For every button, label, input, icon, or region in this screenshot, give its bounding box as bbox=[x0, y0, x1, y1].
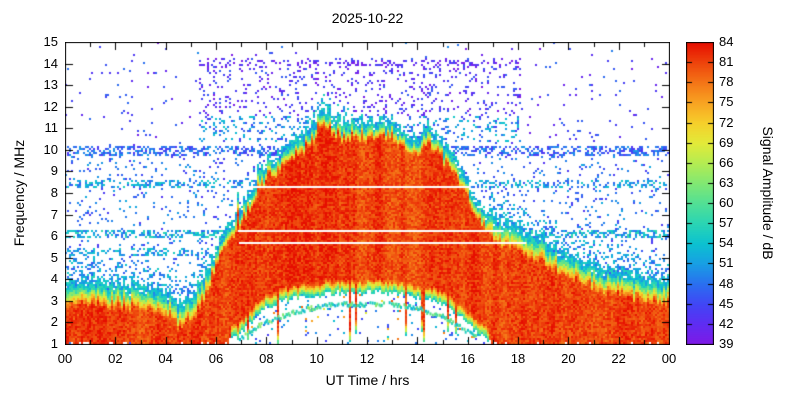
colorbar bbox=[686, 42, 714, 345]
x-tick-label: 04 bbox=[158, 351, 173, 366]
colorbar-tick-label: 81 bbox=[719, 54, 734, 70]
colorbar-tick-label: 69 bbox=[719, 134, 734, 150]
colorbar-tick-label: 78 bbox=[719, 74, 734, 90]
colorbar-tick-label: 39 bbox=[719, 336, 734, 351]
colorbar-tick-label: 54 bbox=[719, 235, 734, 251]
y-tick-label: 13 bbox=[43, 77, 58, 93]
x-tick-label: 20 bbox=[561, 351, 576, 366]
x-tick-label: 16 bbox=[460, 351, 475, 366]
plot-title: 2025-10-22 bbox=[331, 10, 404, 26]
y-tick-label: 6 bbox=[50, 228, 58, 244]
colorbar-tick-label: 48 bbox=[719, 275, 734, 291]
y-tick-label: 3 bbox=[50, 292, 58, 308]
x-tick-label: 18 bbox=[510, 351, 526, 366]
spectrogram-canvas bbox=[65, 42, 670, 345]
y-tick-label: 5 bbox=[50, 249, 58, 265]
colorbar-tick-label: 60 bbox=[719, 195, 734, 211]
y-tick-label: 4 bbox=[50, 271, 58, 287]
colorbar-tick-label: 57 bbox=[719, 215, 734, 231]
colorbar-label: Signal Amplitude / dB bbox=[760, 126, 776, 260]
x-tick-label: 22 bbox=[611, 351, 626, 366]
y-tick-label: 14 bbox=[43, 55, 58, 71]
x-tick-label: 08 bbox=[259, 351, 274, 366]
colorbar-tick-label: 63 bbox=[719, 174, 734, 190]
colorbar-tick-label: 72 bbox=[719, 114, 734, 130]
colorbar-tick-label: 45 bbox=[719, 295, 734, 311]
y-tick-label: 11 bbox=[44, 120, 59, 136]
y-tick-label: 2 bbox=[50, 314, 58, 330]
colorbar-tick-label: 51 bbox=[719, 255, 734, 271]
x-tick-label: 00 bbox=[661, 351, 677, 366]
y-tick-label: 7 bbox=[50, 206, 58, 222]
x-tick-label: 00 bbox=[57, 351, 73, 366]
x-tick-label: 02 bbox=[108, 351, 123, 366]
x-axis-label: UT Time / hrs bbox=[325, 372, 410, 388]
y-tick-label: 15 bbox=[43, 34, 58, 49]
x-tick-label: 10 bbox=[309, 351, 324, 366]
y-tick-label: 10 bbox=[43, 141, 58, 157]
plot-area bbox=[65, 42, 670, 345]
colorbar-canvas bbox=[686, 42, 714, 345]
x-tick-label: 06 bbox=[208, 351, 224, 366]
x-tick-label: 12 bbox=[359, 351, 375, 366]
y-tick-label: 9 bbox=[50, 163, 58, 179]
colorbar-tick-label: 75 bbox=[719, 94, 734, 110]
colorbar-tick-label: 66 bbox=[719, 154, 734, 170]
y-tick-label: 12 bbox=[43, 98, 58, 114]
colorbar-tick-label: 42 bbox=[719, 315, 734, 331]
y-tick-label: 8 bbox=[50, 185, 58, 200]
x-tick-label: 14 bbox=[410, 351, 425, 366]
colorbar-tick-label: 84 bbox=[719, 34, 734, 49]
y-tick-label: 1 bbox=[50, 336, 58, 351]
